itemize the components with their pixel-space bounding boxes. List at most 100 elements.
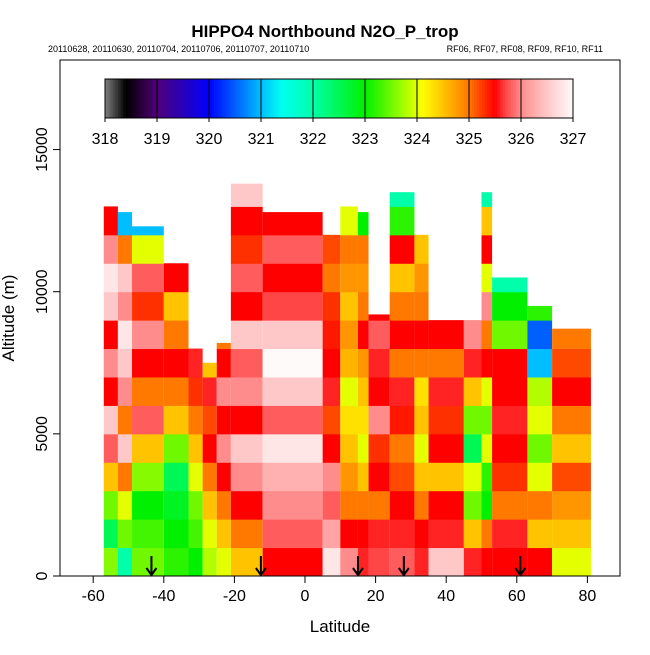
curtain-cell <box>216 405 231 435</box>
curtain-cell <box>188 490 203 520</box>
colorbar-swatch <box>229 79 233 118</box>
colorbar-swatch <box>323 79 327 118</box>
curtain-cell <box>389 376 415 406</box>
colorbar-swatch <box>310 79 314 118</box>
curtain-cell <box>322 547 341 577</box>
curtain-cell <box>357 519 369 549</box>
colorbar-swatch <box>245 79 249 118</box>
curtain-cell <box>103 462 118 492</box>
curtain-cell <box>414 376 429 406</box>
colorbar-swatch <box>133 79 137 118</box>
colorbar-swatch <box>432 79 436 118</box>
curtain-cell <box>216 433 231 463</box>
curtain-cell <box>322 291 341 321</box>
curtain-cell <box>262 490 323 520</box>
curtain-cell <box>552 405 591 435</box>
curtain-cell <box>357 212 369 236</box>
curtain-cell <box>262 291 323 321</box>
curtain-cell <box>132 320 164 350</box>
colorbar-swatch <box>430 79 434 118</box>
colorbar-swatch <box>380 79 384 118</box>
colorbar-swatch <box>385 79 389 118</box>
x-tick-label: -20 <box>223 588 246 605</box>
curtain-cell <box>117 433 133 463</box>
colorbar-swatch <box>508 79 512 118</box>
colorbar-swatch <box>328 79 332 118</box>
colorbar-swatch <box>349 79 353 118</box>
colorbar-swatch <box>211 79 215 118</box>
curtain-cell <box>492 277 528 293</box>
curtain-cell <box>188 547 203 577</box>
curtain-cell <box>368 320 390 350</box>
curtain-cell <box>527 547 553 577</box>
x-tick-label: -60 <box>82 588 105 605</box>
colorbar-swatch <box>570 79 574 118</box>
curtain-cell <box>188 376 203 406</box>
curtain-cell <box>340 263 358 293</box>
curtain-cell <box>389 263 415 293</box>
curtain-cell <box>117 234 133 264</box>
curtain-cell <box>322 519 341 549</box>
colorbar-swatch <box>484 79 488 118</box>
colorbar-swatch <box>159 79 163 118</box>
curtain-cell <box>202 433 217 463</box>
curtain-cell <box>322 234 341 264</box>
colorbar-swatch <box>232 79 236 118</box>
curtain-cell <box>368 405 390 435</box>
colorbar-swatch <box>214 79 218 118</box>
colorbar-swatch <box>565 79 569 118</box>
curtain-cell <box>216 342 231 350</box>
colorbar-tick-label: 322 <box>300 131 327 148</box>
curtain-cell <box>527 405 553 435</box>
curtain-cell <box>389 206 415 236</box>
colorbar-swatch <box>536 79 540 118</box>
curtain-cell <box>527 462 553 492</box>
curtain-cell <box>117 490 133 520</box>
colorbar-swatch <box>313 79 317 118</box>
curtain-cell <box>322 490 341 520</box>
colorbar-swatch <box>359 79 363 118</box>
colorbar-swatch <box>289 79 293 118</box>
curtain-cell <box>414 291 429 321</box>
curtain-cell <box>103 405 118 435</box>
colorbar-swatch <box>216 79 220 118</box>
colorbar-swatch <box>279 79 283 118</box>
curtain-cell <box>428 462 464 492</box>
curtain-cell <box>188 405 203 435</box>
colorbar-swatch <box>333 79 337 118</box>
curtain-cell <box>188 462 203 492</box>
colorbar-swatch <box>268 79 272 118</box>
curtain-cell <box>492 462 528 492</box>
curtain-cell <box>117 519 133 549</box>
colorbar-swatch <box>196 79 200 118</box>
curtain-cell <box>202 376 217 406</box>
colorbar-swatch <box>547 79 551 118</box>
colorbar-swatch <box>180 79 184 118</box>
colorbar-tick-label: 326 <box>508 131 535 148</box>
curtain-cells <box>103 183 591 577</box>
curtain-cell <box>368 519 390 549</box>
colorbar-swatch <box>237 79 241 118</box>
colorbar-swatch <box>115 79 119 118</box>
curtain-cell <box>463 462 482 492</box>
colorbar-swatch <box>255 79 259 118</box>
colorbar-swatch <box>419 79 423 118</box>
curtain-cell <box>103 376 118 406</box>
colorbar-swatch <box>235 79 239 118</box>
curtain-cell <box>428 519 464 549</box>
colorbar-swatch <box>401 79 405 118</box>
curtain-cell <box>117 263 133 293</box>
curtain-cell <box>230 206 263 236</box>
colorbar-swatch <box>375 79 379 118</box>
curtain-cell <box>103 291 118 321</box>
curtain-cell <box>132 433 164 463</box>
curtain-cell <box>481 206 493 236</box>
curtain-cell <box>481 462 493 492</box>
curtain-cell <box>357 490 369 520</box>
colorbar-swatch <box>560 79 564 118</box>
curtain-cell <box>389 405 415 435</box>
curtain-cell <box>188 433 203 463</box>
colorbar-swatch <box>331 79 335 118</box>
colorbar-swatch <box>297 79 301 118</box>
curtain-cell <box>117 320 133 350</box>
